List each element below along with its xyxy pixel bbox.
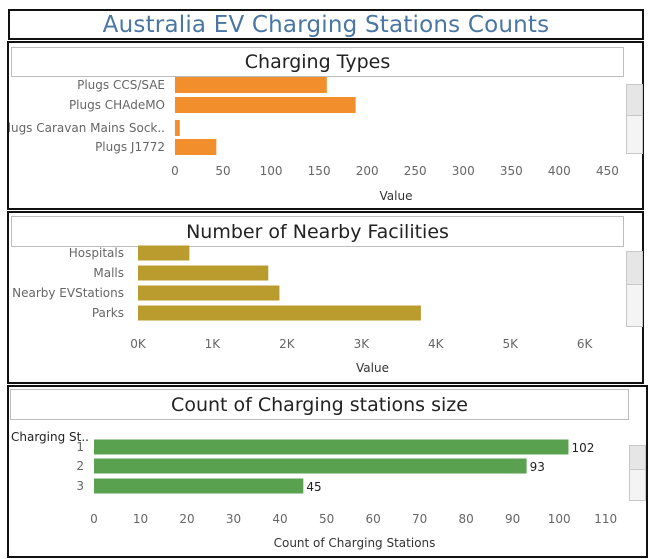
bar[interactable] [138, 305, 421, 321]
nearby-facilities-chart: Hospitals Malls Nearby EVStations Parks 0K 1K… [12, 245, 594, 375]
category-label: 1 [76, 440, 84, 454]
category-label: Nearby EVStations [12, 286, 124, 300]
tick-label: 50 [319, 512, 334, 526]
bar[interactable] [138, 245, 190, 261]
tick-label: 100 [548, 512, 571, 526]
x-axis-label: Count of Charging Stations [274, 536, 436, 550]
data-label: 45 [306, 480, 321, 494]
charging-types-title: Charging Types [11, 47, 624, 77]
x-axis-label: Value [380, 189, 413, 203]
category-label: Plugs Caravan Mains Sock.. [9, 121, 165, 135]
charging-types-panel: Charging Types Plugs CCS/SAE Plugs CHAdeM… [7, 41, 644, 210]
tick-label: 300 [452, 164, 475, 178]
tick-label: 250 [404, 164, 427, 178]
category-label: 2 [76, 459, 84, 473]
tick-label: 350 [500, 164, 523, 178]
charging-types-chart: Plugs CCS/SAE Plugs CHAdeMO Plugs Caravan … [9, 77, 619, 203]
bar[interactable] [94, 458, 527, 474]
tick-label: 110 [594, 512, 617, 526]
tick-label: 30 [226, 512, 241, 526]
bar[interactable] [175, 97, 356, 113]
nearby-facilities-panel: Number of Nearby Facilities Hospitals Mal… [7, 211, 644, 384]
tick-label: 60 [365, 512, 380, 526]
tick-label: 3K [354, 337, 371, 351]
tick-label: 100 [260, 164, 283, 178]
scrollbar-thumb[interactable] [627, 85, 642, 116]
bar[interactable] [94, 478, 304, 494]
row-header: Charging St.. [11, 430, 89, 444]
bar[interactable] [138, 265, 269, 281]
bar[interactable] [175, 139, 217, 155]
category-label: Parks [92, 306, 124, 320]
tick-label: 90 [505, 512, 520, 526]
station-size-scrollbar[interactable] [629, 445, 646, 501]
tick-label: 5K [502, 337, 519, 351]
tick-label: 10 [133, 512, 148, 526]
category-label: Malls [93, 266, 124, 280]
dashboard-title: Australia EV Charging Stations Counts [8, 9, 644, 40]
dashboard-title-text: Australia EV Charging Stations Counts [102, 11, 550, 38]
nearby-facilities-scrollbar[interactable] [626, 251, 643, 327]
bar[interactable] [94, 439, 569, 455]
tick-label: 20 [179, 512, 194, 526]
tick-label: 0K [130, 337, 147, 351]
bar[interactable] [175, 77, 327, 93]
bar[interactable] [138, 285, 280, 301]
tick-label: 40 [272, 512, 287, 526]
scrollbar-thumb[interactable] [627, 252, 642, 286]
x-axis-label: Value [356, 361, 389, 375]
category-label: Plugs CHAdeMO [69, 98, 165, 112]
scrollbar-thumb[interactable] [630, 446, 645, 471]
tick-label: 0 [90, 512, 98, 526]
station-size-title: Count of Charging stations size [10, 389, 629, 420]
tick-label: 1K [205, 337, 222, 351]
category-label: Plugs CCS/SAE [77, 78, 165, 92]
tick-label: 4K [428, 337, 445, 351]
tick-label: 2K [279, 337, 296, 351]
category-label: Plugs J1772 [95, 140, 165, 154]
category-label: 3 [76, 479, 84, 493]
tick-label: 400 [548, 164, 571, 178]
station-size-panel: Count of Charging stations size Charging… [7, 385, 648, 558]
tick-label: 0 [171, 164, 179, 178]
tick-label: 200 [356, 164, 379, 178]
nearby-facilities-title: Number of Nearby Facilities [11, 216, 624, 247]
tick-label: 6K [577, 337, 594, 351]
tick-label: 150 [308, 164, 331, 178]
tick-label: 450 [596, 164, 619, 178]
data-label: 93 [530, 460, 545, 474]
tick-label: 50 [215, 164, 230, 178]
tick-label: 80 [459, 512, 474, 526]
bar[interactable] [175, 120, 180, 136]
tick-label: 70 [412, 512, 427, 526]
category-label: Hospitals [69, 246, 124, 260]
charging-types-scrollbar[interactable] [626, 84, 643, 154]
station-size-chart: Charging St..1 102 2 93 3 45 0 10 20 30 40 50 60 70 80… [11, 430, 617, 550]
data-label: 102 [571, 441, 594, 455]
